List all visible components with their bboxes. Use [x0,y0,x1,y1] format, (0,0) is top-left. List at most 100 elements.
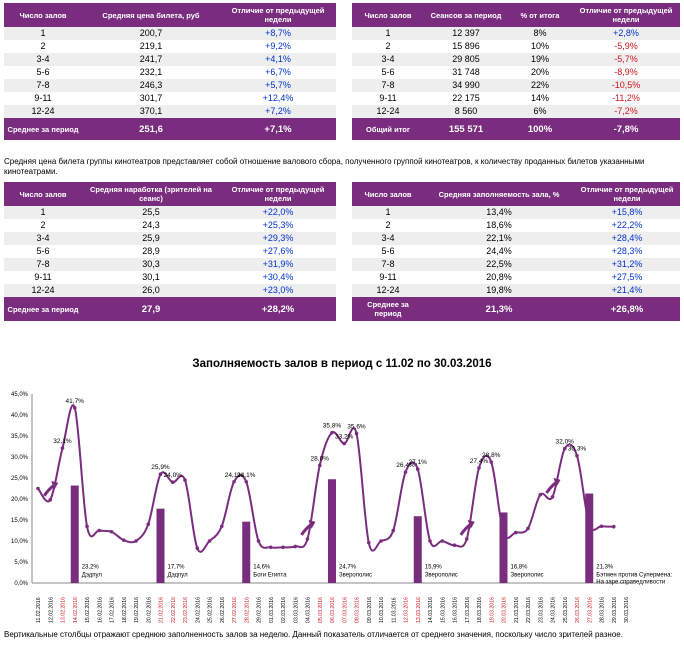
table-cell: 22,5% [424,258,574,271]
occupancy-chart: 0,0% 5,0% 10,0% 15,0% 20,0% 25,0% 30,0% 35,0% 40… [11,392,672,623]
bar-film-label: Зверополис [511,572,544,578]
x-tick-label: 25.03.2016 [563,597,569,623]
data-point [562,446,567,451]
table-cell: +2,8% [572,27,680,40]
footer-value: 27,9 [82,297,220,321]
x-tick-label: 21.03.2016 [514,597,520,623]
table-cell: 12-24 [352,284,424,297]
x-tick-label: 12.02.2016 [48,597,54,623]
bar-film-label: Боги Египта [253,572,287,578]
data-point [538,493,543,497]
data-point [464,537,469,541]
growth-arrow [459,523,471,536]
bar [328,479,336,583]
x-tick-label: 13.03.2016 [416,597,422,623]
table-cell: +27,5% [574,271,680,284]
bar-value-label: 17,7% [168,564,186,570]
chart-title: Заполняемость залов в период с 11.02 по … [192,358,492,370]
x-tick-label: 01.03.2016 [269,597,275,623]
table-cell: +8,7% [220,27,336,40]
table-cell: 1 [352,206,424,219]
table-row: 1 12 397 8% +2,8% [352,27,680,40]
bar-film-label: Зверополис [425,572,458,578]
col-change: Отличие от предыдущей недели [220,3,336,27]
y-tick-label: 25,0% [11,476,29,482]
data-point [219,524,224,529]
footer-value: 155 571 [424,118,508,140]
audience-per-session-table: Число залов Средняя наработка (зрителей … [4,182,336,321]
table-row: 5-6 24,4% +28,3% [352,245,680,258]
table-cell: 3-4 [4,53,82,66]
data-point [305,537,310,541]
x-tick-label: 09.03.2016 [367,597,373,623]
table-cell: 7-8 [4,258,82,271]
x-tick-label: 21.02.2016 [159,597,165,623]
table-cell: +31,9% [220,258,336,271]
col-halls: Число залов [352,182,424,206]
data-point [501,530,506,535]
bar [242,521,251,583]
bar [70,485,79,583]
data-point [354,431,359,436]
table-row: 2 24,3 +25,3% [4,219,336,232]
table-cell: 200,7 [82,27,220,40]
growth-arrow-head [553,477,561,487]
data-point [207,539,212,543]
table-cell: +25,3% [220,219,336,232]
bar [585,493,594,583]
x-tick-label: 24.02.2016 [195,597,201,623]
x-tick-label: 17.02.2016 [110,597,116,623]
bar-film-label: Дэдпул [82,572,103,578]
x-tick-label: 08.03.2016 [355,597,361,623]
table-cell: 241,7 [82,53,220,66]
table-cell: 9-11 [352,271,424,284]
y-tick-label: 35,0% [11,434,29,440]
table-cell: +28,3% [574,245,680,258]
data-point [391,528,396,533]
table-cell: +21,4% [574,284,680,297]
table-cell: 28,9 [82,245,220,258]
data-point [97,528,102,533]
col-halls: Число залов [4,3,82,27]
growth-arrow [545,481,557,494]
bar-value-label: 14,6% [253,564,271,570]
table-cell: 1 [352,27,424,40]
table-cell: +22,0% [220,206,336,219]
table-row: 9-11 30,1 +30,4% [4,271,336,284]
x-tick-label: 26.03.2016 [575,597,581,623]
growth-arrow-head [308,519,316,529]
table-cell: 9-11 [352,92,424,105]
x-tick-label: 07.03.2016 [342,597,348,623]
line-data-label: 26,4% [396,462,415,469]
table-cell: +5,7% [220,79,336,92]
line-data-label: 28,8% [482,452,501,459]
table-cell: 18,6% [424,219,574,232]
growth-arrow [300,523,312,536]
x-tick-label: 22.02.2016 [171,597,177,623]
table-cell: 24,3 [82,219,220,232]
line-data-label: 35,8% [323,423,342,430]
table-cell: 2 [352,219,424,232]
data-point [587,522,592,526]
table-row: 7-8 246,3 +5,7% [4,79,336,92]
data-point [146,522,151,526]
data-point [195,546,200,550]
x-tick-label: 28.03.2016 [600,597,606,623]
growth-arrow [43,484,55,497]
x-tick-label: 10.03.2016 [379,597,385,623]
table-cell: 12-24 [352,105,424,118]
footer-change: +26,8% [574,297,680,321]
y-tick-label: 15,0% [11,518,29,524]
table-cell: 14% [508,92,572,105]
chart-note: Вертикальные столбцы отражают среднюю за… [4,630,623,639]
x-tick-label: 13.02.2016 [61,597,67,623]
col-change: Отличие от предыдущей недели [574,182,680,206]
table-cell: -8,9% [572,66,680,79]
bar [499,512,508,583]
line-data-label: 35,6% [347,423,366,430]
col-change: Отличие от предыдущей недели [572,3,680,27]
table-cell: 3-4 [352,53,424,66]
table-row: 1 13,4% +15,8% [352,206,680,219]
data-point [109,529,114,534]
x-tick-label: 05.03.2016 [318,597,324,623]
